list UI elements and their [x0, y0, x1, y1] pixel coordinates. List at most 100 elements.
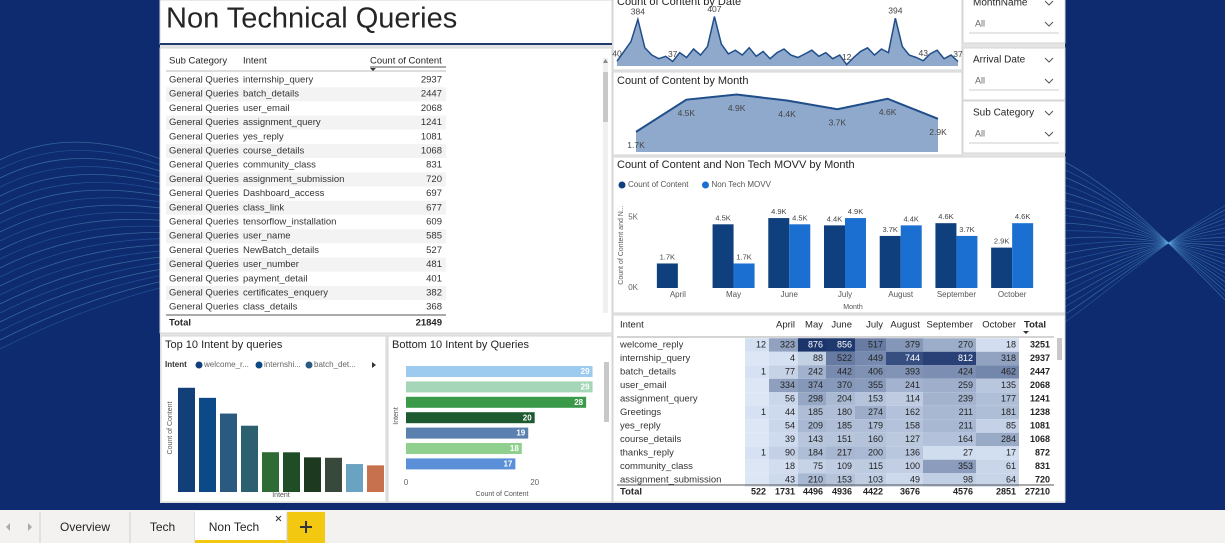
matrix-row-total: 2068: [1030, 380, 1050, 390]
filter-chevron[interactable]: [1044, 57, 1054, 63]
bar: [824, 225, 845, 288]
matrix-value: 379: [905, 339, 920, 349]
matrix-cell: [886, 378, 923, 393]
matrix-value: 136: [905, 447, 920, 457]
matrix-column-total: 3676: [900, 486, 920, 496]
matrix-row-label: community_class: [620, 461, 693, 472]
matrix-cell: [769, 378, 798, 393]
table-cell: 2937: [421, 75, 442, 86]
matrix-cell: [923, 338, 976, 352]
legend-marker: [701, 181, 709, 189]
scroll-up[interactable]: [603, 59, 608, 63]
table-cell: 720: [426, 174, 442, 185]
tab-scroll-left[interactable]: [6, 523, 10, 531]
bar: [262, 452, 279, 492]
table-cell: General Queries: [169, 89, 239, 100]
matrix-row-label: internship_query: [620, 353, 690, 364]
matrix-cell: [769, 459, 798, 474]
table-cell: yes_reply: [243, 131, 284, 142]
matrix-cell: [855, 432, 886, 447]
matrix-cell: [826, 365, 855, 379]
filter-chevron[interactable]: [1044, 110, 1054, 116]
table-cell: 527: [426, 245, 442, 256]
matrix-value: 127: [905, 434, 920, 444]
filter-value[interactable]: All: [975, 75, 985, 85]
tab-bar: [0, 510, 1225, 543]
bar: [956, 235, 978, 288]
filter-value[interactable]: All: [975, 18, 985, 28]
matrix-cell: [826, 419, 855, 433]
data-label: 1.7K: [736, 252, 751, 261]
filter-dropdown-chevron[interactable]: [1044, 131, 1054, 137]
matrix-cell: [923, 378, 976, 393]
bar: [406, 396, 587, 408]
matrix-cell: [855, 392, 886, 406]
matrix-value: 164: [958, 434, 973, 444]
filter-value[interactable]: All: [975, 128, 985, 138]
table-cell: 1081: [421, 131, 442, 142]
matrix-value: 88: [813, 353, 823, 363]
data-label: 1.7K: [627, 140, 645, 150]
legend-marker: [255, 361, 263, 369]
filter-dropdown-chevron[interactable]: [1044, 21, 1054, 27]
matrix-cell: [769, 365, 798, 379]
matrix-column-total: 4936: [832, 486, 852, 496]
table-cell: General Queries: [169, 188, 239, 199]
table-cell: General Queries: [169, 231, 239, 242]
bar: [712, 224, 734, 288]
y-axis-label: Intent: [393, 407, 400, 425]
matrix-value: 374: [808, 380, 823, 390]
tab-label[interactable]: Tech: [150, 520, 175, 534]
matrix-value: 1: [761, 447, 766, 457]
matrix-cell: [798, 473, 826, 487]
table-row-band: [166, 172, 446, 187]
legend-title: Intent: [165, 360, 187, 369]
sort-indicator: [1023, 331, 1029, 334]
matrix-cell: [886, 446, 923, 460]
scrollbar-thumb[interactable]: [604, 362, 609, 422]
scrollbar-thumb[interactable]: [603, 72, 608, 122]
table-header: Intent: [243, 56, 267, 67]
matrix-header: October: [982, 320, 1016, 331]
matrix-value: 442: [837, 366, 852, 376]
filter-label: Arrival Date: [973, 55, 1026, 66]
matrix-value: 43: [785, 474, 795, 484]
matrix-value: 284: [1001, 434, 1016, 444]
matrix-cell: [855, 351, 886, 366]
matrix-value: 353: [958, 461, 973, 471]
tab-label[interactable]: Overview: [60, 520, 110, 534]
table-cell: 2068: [421, 103, 442, 114]
filter-card: [962, 0, 1066, 44]
matrix-cell: [976, 473, 1019, 487]
bar: [935, 223, 957, 288]
data-label: 29: [581, 383, 590, 392]
matrix-row-label: user_email: [620, 380, 666, 391]
y-tick-label: 5K: [628, 212, 638, 221]
matrix-value: 158: [905, 420, 920, 430]
matrix-cell: [769, 473, 798, 487]
legend-next[interactable]: [372, 362, 376, 368]
tab-close[interactable]: [275, 515, 282, 522]
bar: [304, 457, 321, 492]
table-cell: General Queries: [169, 259, 239, 270]
table-cell: class_link: [243, 202, 284, 213]
matrix-value: 114: [906, 393, 920, 403]
x-tick-label: July: [838, 290, 852, 299]
matrix-cell: [855, 405, 886, 420]
matrix-cell: [745, 446, 769, 460]
filter-dropdown-chevron[interactable]: [1044, 78, 1054, 84]
matrix-value: 44: [785, 407, 795, 417]
matrix-value: 393: [905, 366, 920, 376]
matrix-value: 12: [756, 339, 766, 349]
matrix-value: 17: [1006, 447, 1016, 457]
x-tick-label: 0: [404, 478, 409, 487]
data-label: 2.9K: [994, 237, 1009, 246]
tab-scroll-right[interactable]: [28, 523, 32, 531]
matrix-cell: [826, 392, 855, 406]
matrix-value: 241: [905, 380, 920, 390]
matrix-cell: [976, 459, 1019, 474]
matrix-value: 180: [837, 407, 852, 417]
scrollbar-thumb[interactable]: [1057, 338, 1062, 360]
tab-label[interactable]: Non Tech: [209, 520, 259, 534]
filter-chevron[interactable]: [1044, 0, 1054, 6]
